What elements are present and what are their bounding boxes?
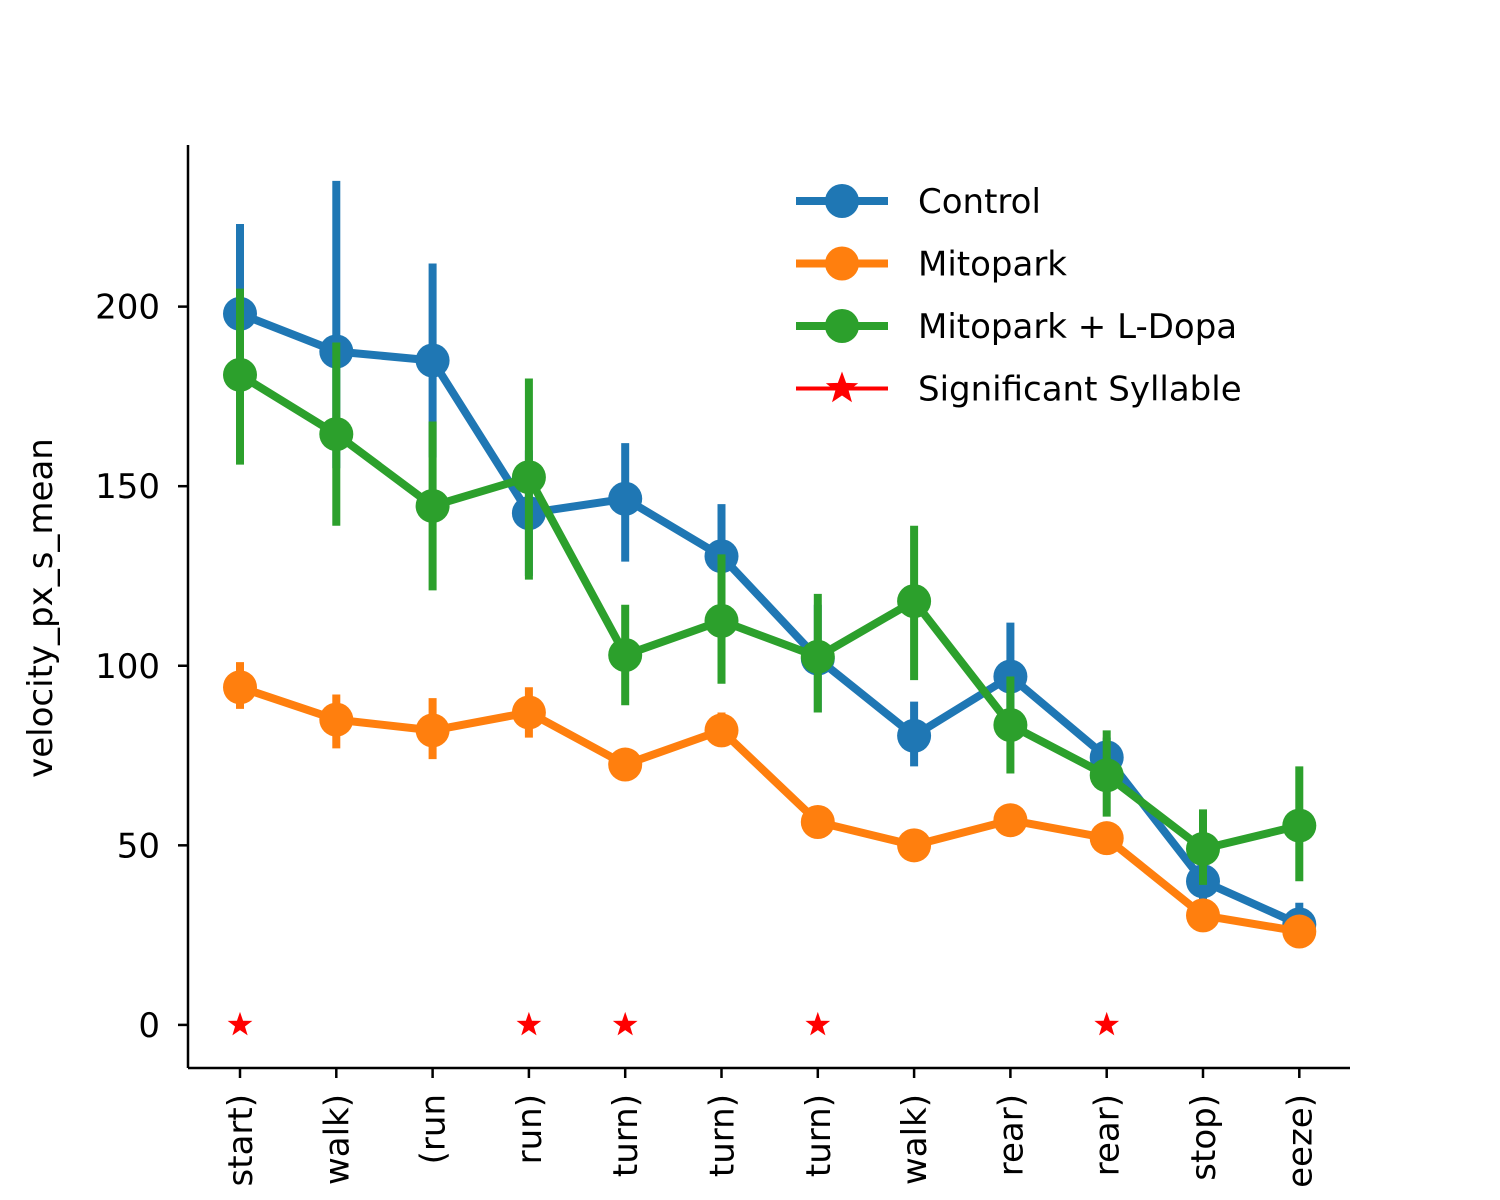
data-point xyxy=(319,417,354,452)
legend-marker xyxy=(825,184,859,218)
data-point xyxy=(608,481,643,516)
series-2 xyxy=(223,288,1317,885)
legend-label: Mitopark xyxy=(918,245,1067,285)
series-0 xyxy=(223,180,1317,942)
series-layer xyxy=(223,180,1317,1036)
significant-star xyxy=(805,1011,831,1036)
x-tick-label: run) xyxy=(510,1094,550,1164)
legend-item: Significant Syllable xyxy=(796,370,1242,410)
data-point xyxy=(415,343,450,378)
data-point xyxy=(1186,898,1220,933)
significant-star xyxy=(516,1011,542,1036)
significant-star xyxy=(1094,1011,1120,1036)
significant-star xyxy=(612,1011,638,1036)
x-tick-label: walk) xyxy=(317,1094,357,1185)
data-point xyxy=(1089,758,1124,793)
data-point xyxy=(1186,831,1220,866)
x-tick-label: (run xyxy=(414,1094,454,1164)
y-tick-label: 100 xyxy=(95,647,160,687)
y-tick-label: 0 xyxy=(138,1006,160,1046)
legend: Control Mitopark Mitopark + L-Dopa Signific… xyxy=(796,182,1242,410)
y-axis-label: velocity_px_s_mean xyxy=(21,438,61,778)
data-point xyxy=(897,718,932,753)
legend-label: Mitopark + L-Dopa xyxy=(918,307,1237,347)
x-tick-label: eeze) xyxy=(1280,1094,1320,1188)
legend-item: Mitopark + L-Dopa xyxy=(796,307,1237,347)
data-point xyxy=(704,713,739,748)
legend-label: Significant Syllable xyxy=(918,370,1242,410)
data-point xyxy=(1282,808,1317,843)
y-tick-label: 150 xyxy=(95,467,160,507)
y-tick-label: 200 xyxy=(95,288,160,328)
series-1 xyxy=(223,662,1317,949)
x-tick-label: walk) xyxy=(895,1094,935,1185)
data-point xyxy=(800,804,835,839)
data-point xyxy=(319,702,354,737)
data-point xyxy=(511,695,546,730)
data-point xyxy=(511,460,546,495)
data-point xyxy=(897,828,932,863)
legend-item: Mitopark xyxy=(796,245,1067,285)
data-point xyxy=(1089,821,1124,856)
x-tick-label: stop) xyxy=(1184,1094,1224,1181)
series-line xyxy=(238,683,1300,936)
x-tick-label: rear) xyxy=(991,1094,1031,1176)
significant-star xyxy=(227,1011,253,1036)
data-point xyxy=(1282,914,1317,949)
data-point xyxy=(800,639,835,674)
data-point xyxy=(608,747,643,782)
data-point xyxy=(223,670,257,705)
legend-marker xyxy=(825,246,859,281)
data-point xyxy=(993,803,1028,838)
data-point xyxy=(415,488,450,523)
data-point xyxy=(993,708,1028,743)
legend-star-marker xyxy=(825,371,859,403)
x-tick-label: turn) xyxy=(606,1094,646,1177)
x-tick-label: turn) xyxy=(799,1094,839,1177)
significant-markers xyxy=(227,1011,1120,1036)
y-tick-label: 50 xyxy=(117,826,160,866)
legend-label: Control xyxy=(918,182,1041,222)
axes-layer: 0 50 100 150 200 start) walk) (run run) turn) turn… xyxy=(95,145,1350,1188)
data-point xyxy=(897,584,932,619)
x-tick-label: rear) xyxy=(1088,1094,1128,1176)
x-tick-label: turn) xyxy=(703,1094,743,1177)
data-point xyxy=(608,637,643,672)
data-point xyxy=(704,603,739,638)
data-point xyxy=(223,357,257,392)
legend-marker xyxy=(825,309,859,343)
data-point xyxy=(415,713,450,748)
series-line xyxy=(237,371,1301,853)
legend-item: Control xyxy=(796,182,1041,222)
x-tick-label: start) xyxy=(221,1094,261,1186)
